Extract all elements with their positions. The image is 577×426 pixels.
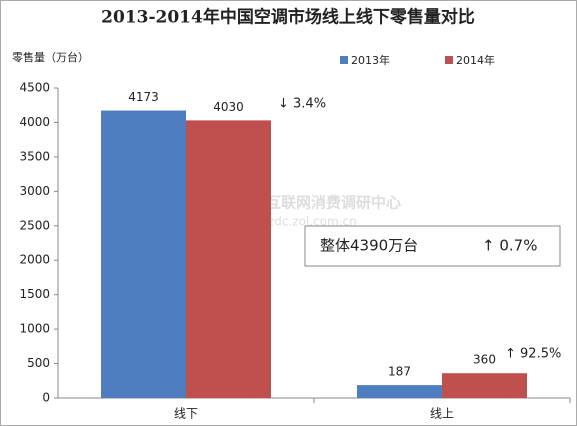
- y-tick-label: 1500: [19, 287, 50, 301]
- annotation: 整体4390万台: [320, 237, 418, 255]
- chart-title: 2013-2014年中国空调市场线上线下零售量对比: [101, 7, 475, 28]
- y-tick-label: 3500: [19, 149, 50, 163]
- annotation: ↑ 0.7%: [482, 237, 537, 255]
- watermark: 互联网消费调研中心: [266, 194, 401, 212]
- y-tick-label: 3000: [19, 184, 50, 198]
- legend-label: 2014年: [456, 53, 495, 67]
- legend-label: 2013年: [351, 53, 390, 67]
- data-label: 187: [388, 365, 411, 379]
- legend-swatch: [445, 56, 453, 64]
- data-label: 4173: [128, 90, 159, 104]
- y-tick-label: 2500: [19, 218, 50, 232]
- annotation: ↓ 3.4%: [278, 97, 326, 112]
- y-tick-label: 2000: [19, 253, 50, 267]
- x-tick-label: 线下: [174, 407, 198, 421]
- x-tick-label: 线上: [430, 407, 454, 421]
- y-tick-label: 4500: [19, 81, 50, 95]
- y-tick-label: 1000: [19, 322, 50, 336]
- total-box: [304, 225, 561, 267]
- watermark: zdc.zol.com.cn: [268, 215, 357, 229]
- legend-swatch: [340, 56, 348, 64]
- y-tick-label: 4000: [19, 115, 50, 129]
- bar: [442, 373, 527, 398]
- y-tick-label: 500: [27, 356, 50, 370]
- y-axis-label: 零售量（万台）: [12, 50, 89, 64]
- data-label: 4030: [213, 100, 244, 114]
- data-label: 360: [473, 353, 496, 367]
- y-tick-label: 0: [42, 391, 50, 405]
- bar: [186, 120, 271, 398]
- bar: [101, 110, 186, 398]
- annotation: ↑ 92.5%: [505, 347, 561, 362]
- bar: [357, 385, 442, 398]
